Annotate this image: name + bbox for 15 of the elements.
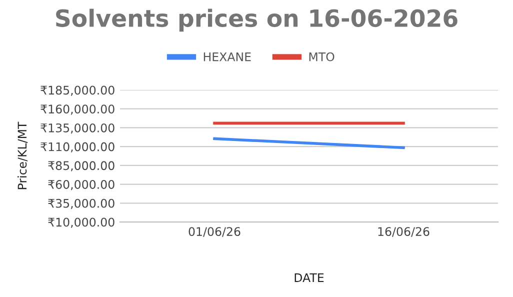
x-axis-title: DATE bbox=[294, 273, 324, 282]
y-tick-label: ₹135,000.00 bbox=[40, 123, 114, 134]
y-tick-label: ₹110,000.00 bbox=[40, 142, 114, 152]
y-tick-label: ₹85,000.00 bbox=[48, 161, 114, 172]
y-tick-label: ₹160,000.00 bbox=[40, 104, 114, 115]
chart-title: Solvents prices on 16-06-2026 bbox=[56, 8, 458, 32]
legend-label: MTO bbox=[309, 52, 334, 62]
y-tick-label: ₹10,000.00 bbox=[48, 218, 114, 228]
x-tick-label: 16/06/26 bbox=[378, 227, 430, 237]
x-tick-label: 01/06/26 bbox=[188, 227, 240, 237]
y-tick-label: ₹185,000.00 bbox=[40, 86, 114, 96]
y-tick-label: ₹35,000.00 bbox=[48, 198, 114, 209]
y-axis-title: Price/KL/MT bbox=[17, 122, 28, 190]
legend-label: HEXANE bbox=[204, 52, 251, 62]
y-tick-label: ₹60,000.00 bbox=[48, 180, 114, 190]
